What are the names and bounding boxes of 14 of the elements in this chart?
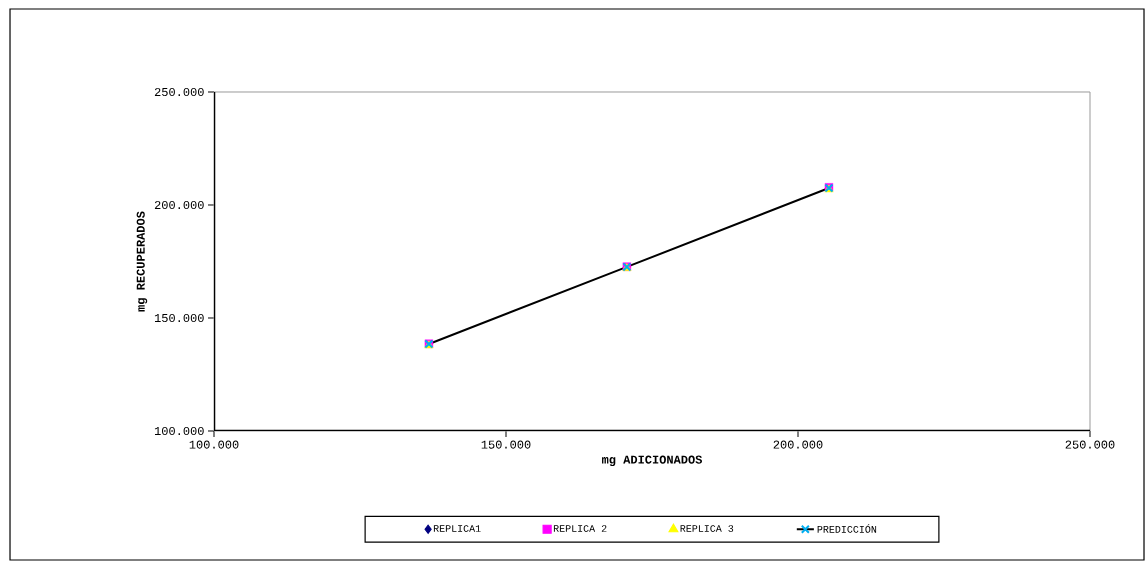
- y-tick-label: 200.000: [154, 200, 204, 210]
- x-axis-title: mg ADICIONADOS: [602, 455, 703, 467]
- x-tick-label: 150.000: [481, 440, 531, 449]
- x-tick-label: 250.000: [1065, 440, 1115, 449]
- x-tick-label: 200.000: [773, 440, 823, 449]
- legend-label: PREDICCIÓN: [817, 524, 877, 533]
- legend-label: REPLICA 3: [680, 525, 734, 532]
- x-tick-label: 100.000: [189, 440, 239, 449]
- y-tick-label: 250.000: [154, 87, 204, 97]
- y-tick-label: 150.000: [154, 313, 204, 323]
- y-axis-title: mg RECUPERADOS: [136, 211, 148, 312]
- legend-label: REPLICA 2: [553, 525, 607, 532]
- legend-label: REPLICA1: [433, 525, 481, 532]
- y-tick-label: 100.000: [154, 426, 204, 436]
